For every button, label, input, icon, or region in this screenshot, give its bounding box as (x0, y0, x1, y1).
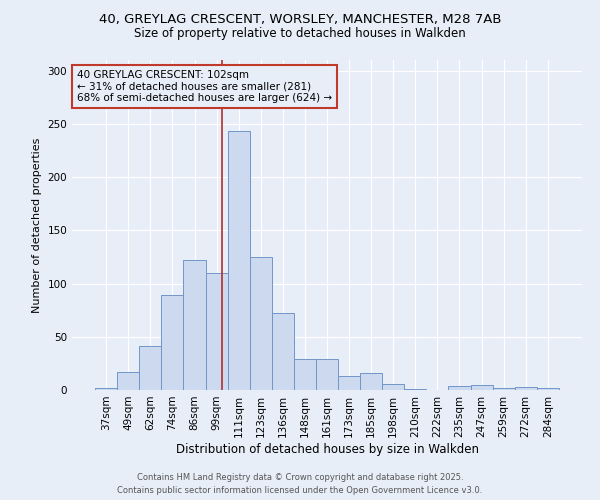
Bar (184, 260, 206, 390)
Bar (338, 376, 360, 390)
Text: 40 GREYLAG CRESCENT: 102sqm
← 31% of detached houses are smaller (281)
68% of se: 40 GREYLAG CRESCENT: 102sqm ← 31% of det… (77, 70, 332, 103)
Bar (470, 384, 493, 390)
Text: Size of property relative to detached houses in Walkden: Size of property relative to detached ho… (134, 28, 466, 40)
Bar (537, 388, 559, 390)
Bar (139, 346, 161, 390)
Bar (515, 387, 537, 390)
Text: Contains HM Land Registry data © Crown copyright and database right 2025.
Contai: Contains HM Land Registry data © Crown c… (118, 474, 482, 495)
Bar (250, 257, 272, 390)
Y-axis label: Number of detached properties: Number of detached properties (32, 138, 42, 312)
Bar (95, 388, 117, 390)
Bar (227, 132, 250, 390)
Bar (493, 388, 515, 390)
Bar (316, 359, 338, 390)
Bar (404, 389, 427, 390)
Bar (382, 384, 404, 390)
Bar (117, 372, 139, 390)
Bar (448, 386, 470, 390)
Bar (272, 314, 294, 390)
Bar (206, 273, 227, 390)
X-axis label: Distribution of detached houses by size in Walkden: Distribution of detached houses by size … (176, 442, 479, 456)
Text: 40, GREYLAG CRESCENT, WORSLEY, MANCHESTER, M28 7AB: 40, GREYLAG CRESCENT, WORSLEY, MANCHESTE… (99, 12, 501, 26)
Bar (161, 296, 184, 390)
Bar (294, 359, 316, 390)
Bar (360, 373, 382, 390)
